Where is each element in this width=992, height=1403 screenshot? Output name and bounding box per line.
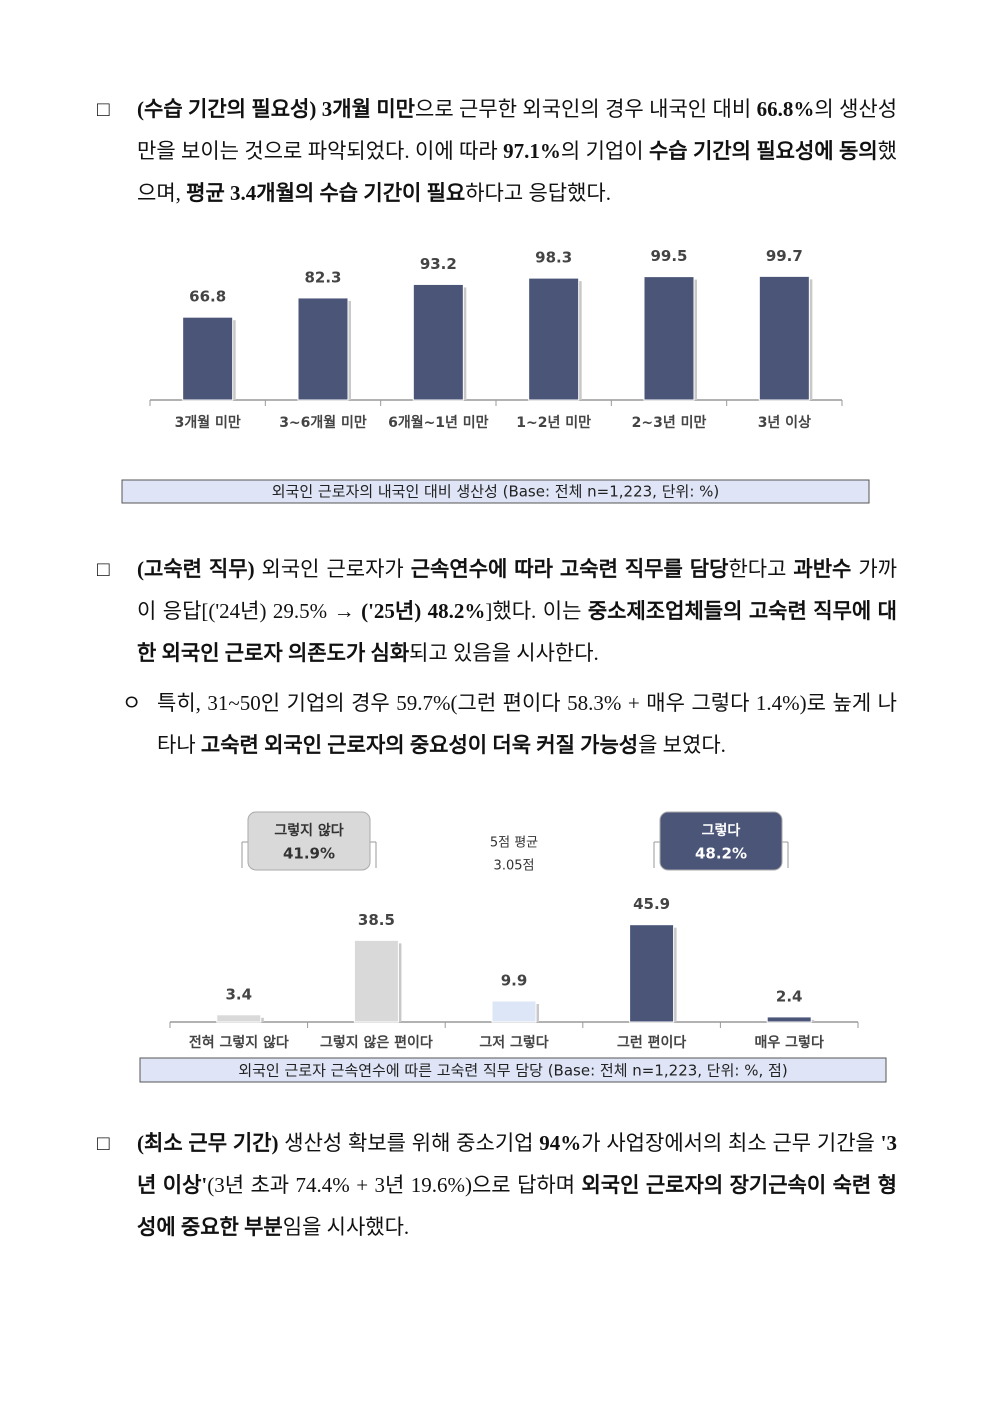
data-label: 45.9 bbox=[633, 895, 670, 913]
bar bbox=[297, 297, 349, 401]
data-label: 38.5 bbox=[358, 911, 395, 929]
x-tick-label: 2~3년 미만 bbox=[632, 415, 707, 431]
bold-text: 고숙련 외국인 근로자의 중요성이 더욱 커질 가능성 bbox=[200, 733, 639, 757]
x-tick-label: 3년 이상 bbox=[758, 414, 811, 431]
summary-label: 그렇다 bbox=[702, 823, 741, 839]
summary-value: 48.2% bbox=[695, 845, 747, 863]
data-label: 9.9 bbox=[501, 972, 528, 990]
bold-text: '3년 이상' bbox=[137, 1131, 897, 1197]
bar bbox=[528, 277, 580, 401]
text: 되고 있음을 시사한다. bbox=[409, 641, 599, 665]
bold-text: (고숙련 직무) bbox=[137, 557, 255, 581]
data-label: 2.4 bbox=[776, 987, 803, 1005]
bar bbox=[643, 276, 695, 401]
average-label: 5점 평균 bbox=[490, 836, 538, 851]
bold-text: 과반수 bbox=[793, 557, 852, 581]
bracket bbox=[241, 841, 377, 868]
bar bbox=[216, 1014, 262, 1023]
x-tick-label: 매우 그렇다 bbox=[755, 1035, 824, 1051]
bar bbox=[412, 283, 464, 401]
x-tick-label: 그렇지 않은 편이다 bbox=[320, 1034, 433, 1051]
bullet-marker: □ bbox=[97, 557, 110, 581]
text: 한다고 bbox=[728, 557, 794, 581]
text: 으로 근무한 외국인의 경우 내국인 대비 bbox=[415, 97, 757, 121]
bar bbox=[182, 316, 234, 401]
bold-text: 97.1% bbox=[503, 139, 561, 163]
bullet-marker: ㅇ bbox=[122, 691, 142, 715]
text: 을 보였다. bbox=[638, 733, 726, 757]
paragraph: □ (최소 근무 기간) 생산성 확보를 위해 중소기업 94%가 사업장에서의 … bbox=[97, 1122, 897, 1248]
summary-label: 그렇지 않다 bbox=[274, 822, 343, 839]
bullet-marker: □ bbox=[97, 97, 110, 121]
bold-text: 66.8% bbox=[756, 97, 815, 121]
bold-text: 중소제조업체들의 고숙련 직무에 대한 외국인 근로자 의존도가 심화 bbox=[137, 599, 897, 665]
x-tick-label: 1~2년 미만 bbox=[516, 415, 591, 431]
text: 외국인 근로자가 bbox=[254, 557, 411, 581]
data-label: 98.3 bbox=[535, 249, 572, 267]
text: 임을 시사했다. bbox=[282, 1215, 410, 1239]
x-tick-label: 그저 그렇다 bbox=[479, 1035, 548, 1051]
text: ]했다. 이는 bbox=[485, 599, 588, 623]
bold-text: 수습 기간의 필요성에 동의 bbox=[648, 139, 878, 163]
text: 하다고 응답했다. bbox=[465, 181, 611, 205]
bold-text: 외국인 근로자의 장기근속이 숙련 형성에 중요한 부분 bbox=[137, 1173, 897, 1239]
data-label: 66.8 bbox=[189, 288, 226, 306]
bar bbox=[766, 1016, 812, 1023]
text: 특히, 31~50인 기업의 경우 59.7%(그런 편이다 58.3% + 매… bbox=[157, 691, 897, 757]
text: 의 기업이 bbox=[560, 139, 649, 163]
text: 했으며, bbox=[137, 139, 897, 205]
bar bbox=[758, 275, 810, 401]
data-label: 99.7 bbox=[766, 247, 803, 265]
data-label: 3.4 bbox=[226, 985, 253, 1003]
paragraph: □ (수습 기간의 필요성) 3개월 미만으로 근무한 외국인의 경우 내국인 대… bbox=[97, 88, 898, 214]
summary-box bbox=[659, 811, 783, 871]
bold-text: ('25년) 48.2% bbox=[361, 599, 486, 623]
text: 가까이 응답[('24년) 29.5% → bbox=[137, 557, 897, 623]
x-tick-label: 그런 편이다 bbox=[617, 1034, 686, 1051]
caption-box bbox=[139, 1057, 887, 1083]
bar bbox=[629, 924, 675, 1023]
bold-text: 근속연수에 따라 고숙련 직무를 담당 bbox=[410, 557, 729, 581]
bullet-marker: □ bbox=[97, 1131, 110, 1155]
x-tick-label: 전혀 그렇지 않다 bbox=[189, 1034, 289, 1051]
summary-value: 41.9% bbox=[283, 845, 335, 863]
x-tick-label: 3개월 미만 bbox=[175, 414, 241, 431]
x-tick-label: 6개월~1년 미만 bbox=[388, 414, 489, 431]
bold-text: 3개월 미만 bbox=[321, 97, 415, 121]
bar bbox=[491, 1000, 537, 1023]
paragraph: □ (고숙련 직무) 외국인 근로자가 근속연수에 따라 고숙련 직무를 담당한다… bbox=[97, 548, 897, 674]
text: 의 생산성만을 보이는 것으로 파악되었다. 이에 따라 bbox=[137, 97, 898, 163]
bracket bbox=[653, 841, 789, 868]
average-value: 3.05점 bbox=[494, 859, 535, 874]
caption: 외국인 근로자 근속연수에 따른 고숙련 직무 담당 (Base: 전체 n=1… bbox=[238, 1062, 787, 1080]
paragraph: ㅇ 특히, 31~50인 기업의 경우 59.7%(그런 편이다 58.3% + … bbox=[122, 682, 897, 766]
text: 가 사업장에서의 최소 근무 기간을 bbox=[581, 1131, 881, 1155]
caption: 외국인 근로자의 내국인 대비 생산성 (Base: 전체 n=1,223, 단… bbox=[272, 483, 720, 501]
bold-text: 평균 3.4개월의 수습 기간이 필요 bbox=[186, 181, 466, 205]
bar bbox=[353, 939, 399, 1023]
text: 생산성 확보를 위해 중소기업 bbox=[278, 1131, 540, 1155]
bold-text: (최소 근무 기간) bbox=[137, 1131, 279, 1155]
caption-box bbox=[121, 479, 870, 504]
data-label: 82.3 bbox=[304, 268, 341, 286]
summary-box bbox=[247, 811, 371, 871]
bold-text: (수습 기간의 필요성) bbox=[137, 97, 317, 121]
data-label: 93.2 bbox=[420, 255, 457, 273]
text: (3년 초과 74.4% + 3년 19.6%)으로 답하며 bbox=[207, 1173, 582, 1197]
data-label: 99.5 bbox=[650, 247, 687, 265]
x-tick-label: 3~6개월 미만 bbox=[279, 414, 367, 431]
bold-text: 94% bbox=[539, 1131, 582, 1155]
